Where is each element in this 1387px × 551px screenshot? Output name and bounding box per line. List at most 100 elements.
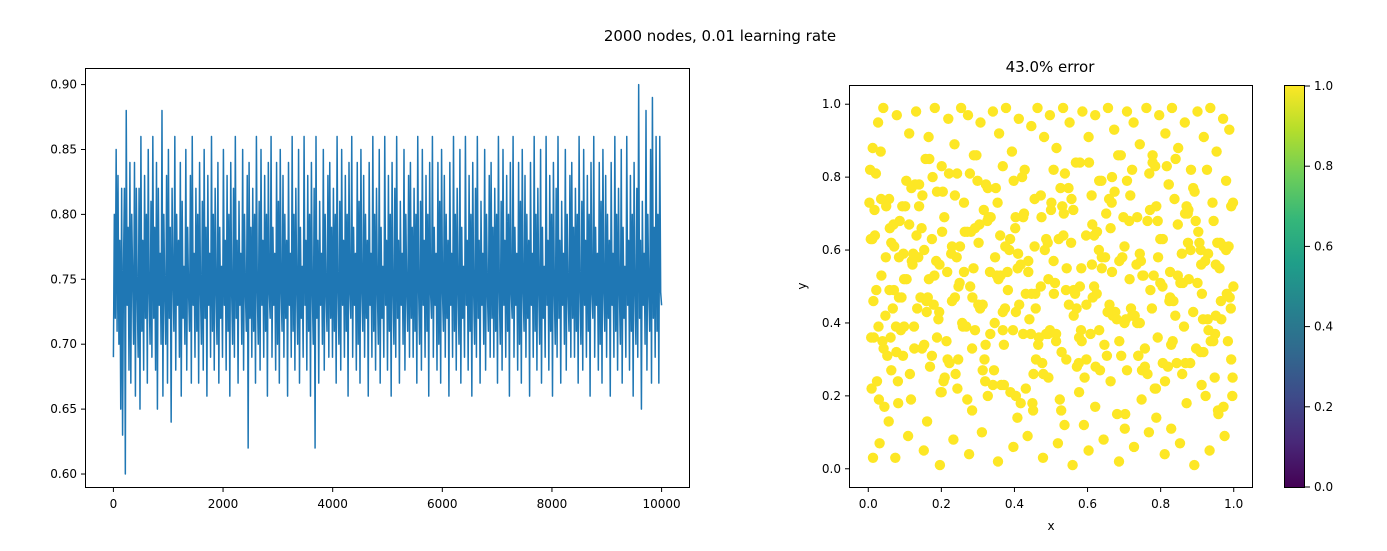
scatter-point: [1050, 328, 1062, 340]
scatter-point: [1217, 113, 1229, 125]
scatter-point: [931, 332, 943, 343]
scatter-point: [1114, 336, 1125, 347]
scatter-point: [1162, 361, 1174, 372]
scatter-point: [1195, 346, 1206, 358]
scatter-point: [1132, 317, 1143, 329]
scatter-point: [904, 128, 915, 139]
scatter-point: [1181, 398, 1192, 409]
scatter-point: [939, 372, 950, 383]
scatter-point: [948, 434, 959, 445]
scatter-point: [1196, 288, 1208, 299]
scatter-point: [919, 339, 930, 350]
scatter-point: [1166, 423, 1177, 434]
scatter-point: [997, 306, 1008, 318]
scatter-points-group: [864, 102, 1239, 471]
scatter-point: [1030, 354, 1042, 365]
scatter-point: [957, 317, 968, 329]
scatter-point: [1220, 175, 1232, 186]
y-tick-label: 0.75: [50, 272, 77, 286]
scatter-point: [1119, 317, 1130, 329]
scatter-point: [937, 186, 948, 197]
scatter-point: [967, 292, 978, 303]
scatter-point: [1120, 408, 1131, 420]
scatter-point: [1048, 255, 1059, 267]
scatter-point: [949, 292, 961, 303]
scatter-x-axis-label: x: [1047, 519, 1054, 533]
scatter-point: [1178, 321, 1190, 332]
scatter-point: [995, 230, 1006, 241]
scatter-point: [1023, 266, 1034, 278]
scatter-point: [1061, 263, 1072, 274]
scatter-point: [1036, 212, 1047, 223]
scatter-axes-frame: [849, 85, 1253, 488]
scatter-point: [868, 295, 879, 307]
scatter-point: [912, 303, 923, 314]
scatter-point: [989, 317, 1000, 329]
scatter-point: [1134, 248, 1146, 259]
x-tick-label: 0: [110, 497, 118, 511]
scatter-point: [1101, 208, 1112, 219]
scatter-point: [1071, 303, 1082, 314]
scatter-point: [1226, 354, 1237, 365]
colorbar-tick-label: 0.4: [1314, 320, 1333, 334]
scatter-point: [872, 117, 884, 128]
scatter-point: [1195, 244, 1207, 256]
scatter-point: [926, 350, 938, 361]
scatter-point: [1159, 449, 1170, 460]
scatter-point: [1177, 368, 1188, 380]
scatter-point: [997, 161, 1008, 172]
scatter-point: [1137, 270, 1148, 281]
scatter-point: [1006, 146, 1018, 157]
scatter-point: [934, 306, 945, 318]
scatter-point: [906, 182, 917, 194]
scatter-point: [1012, 263, 1023, 274]
scatter-point: [1188, 182, 1199, 194]
scatter-point: [964, 168, 976, 179]
scatter-point: [1215, 295, 1227, 307]
scatter-point: [1197, 314, 1209, 325]
x-tick-label: 1.0: [1224, 497, 1243, 511]
scatter-point: [1170, 310, 1181, 321]
scatter-point: [1098, 434, 1109, 445]
scatter-point: [980, 339, 991, 350]
line-chart-axes-frame: [85, 68, 690, 488]
scatter-point: [1209, 372, 1220, 383]
scatter-point: [1227, 372, 1238, 383]
y-tick-label: 0.60: [50, 467, 77, 481]
scatter-point: [1083, 131, 1094, 143]
scatter-point: [1106, 171, 1118, 183]
scatter-point: [1226, 201, 1237, 212]
scatter-point: [941, 336, 952, 347]
scatter-point: [1152, 332, 1163, 343]
scatter-point: [1014, 299, 1025, 310]
scatter-point: [1013, 113, 1024, 125]
scatter-point: [902, 430, 914, 442]
scatter-point: [876, 270, 887, 281]
scatter-point: [1103, 193, 1115, 205]
colorbar-gradient: [1284, 85, 1305, 487]
scatter-point: [1151, 412, 1162, 423]
scatter-point: [980, 376, 991, 387]
scatter-point: [1142, 215, 1153, 227]
scatter-point: [926, 233, 938, 245]
scatter-point: [1116, 350, 1127, 361]
scatter-point: [880, 252, 891, 263]
scatter-point: [1002, 284, 1014, 296]
scatter-point: [904, 219, 915, 230]
scatter-point: [1080, 230, 1092, 241]
scatter-point: [1192, 277, 1203, 289]
scatter-point: [1051, 142, 1062, 154]
scatter-point: [1212, 237, 1223, 248]
scatter-point: [1218, 401, 1229, 412]
scatter-point: [959, 226, 970, 237]
scatter-point: [909, 343, 920, 354]
scatter-point: [1099, 339, 1110, 350]
scatter-point: [958, 197, 970, 208]
scatter-point: [1010, 223, 1021, 234]
scatter-point: [1113, 150, 1124, 161]
scatter-point: [1028, 368, 1039, 380]
scatter-point: [936, 161, 947, 172]
scatter-point: [1159, 376, 1171, 387]
scatter-point: [1149, 383, 1161, 394]
scatter-title: 43.0% error: [1006, 58, 1096, 76]
